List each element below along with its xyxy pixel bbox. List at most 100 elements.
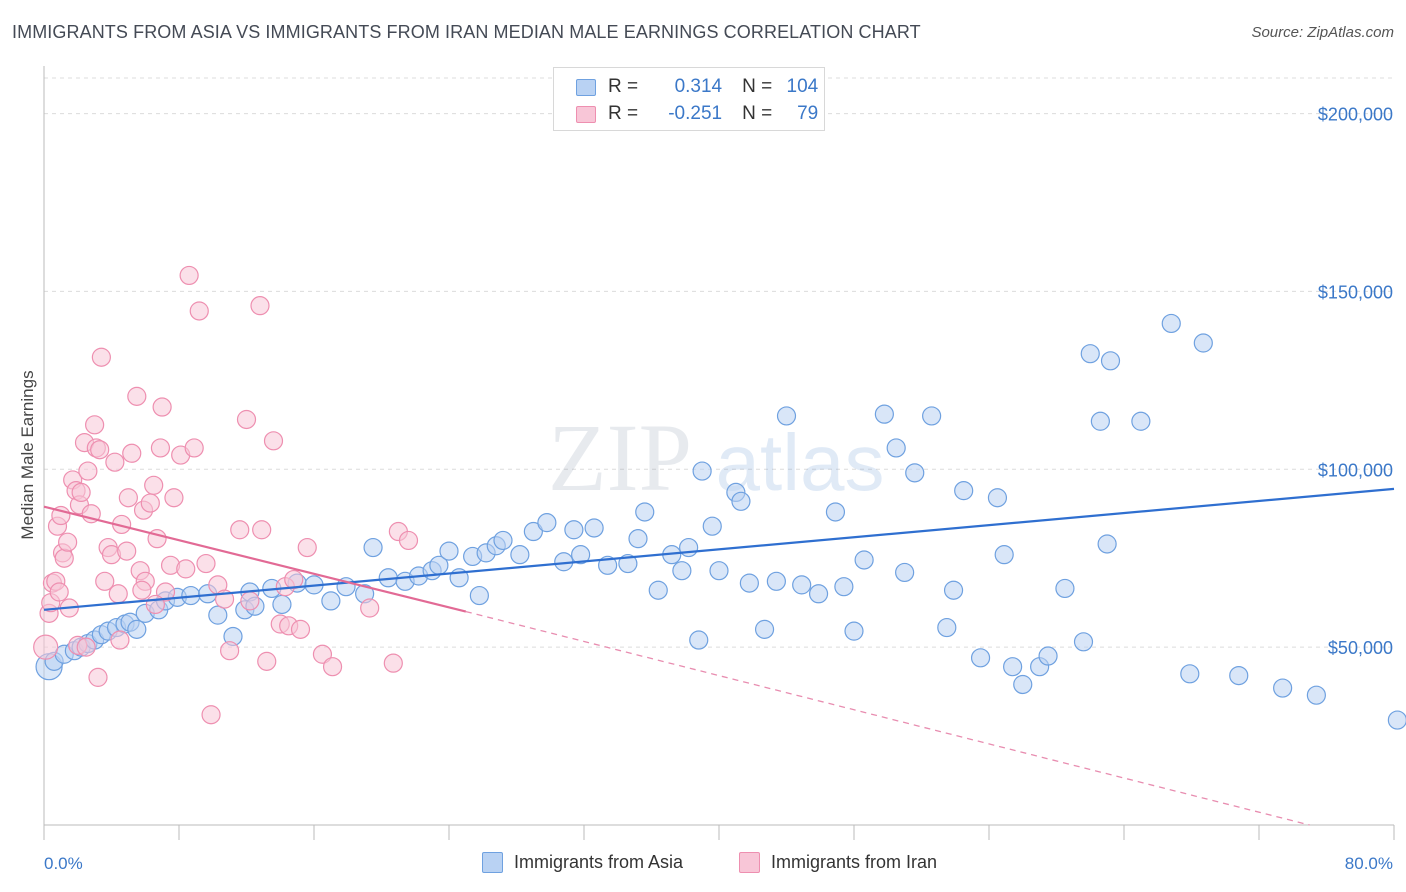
iran-point [220, 641, 240, 661]
stats-row-asia: R = 0.314 N = 104 [576, 73, 818, 101]
asia-point [523, 521, 543, 542]
asia-point [987, 488, 1008, 508]
asia-point [874, 404, 894, 424]
n-value: 104 [786, 76, 819, 97]
asia-point [943, 580, 964, 600]
chart-title: IMMIGRANTS FROM ASIA VS IMMIGRANTS FROM … [12, 22, 921, 42]
asia-point [272, 594, 292, 615]
asia-point [1055, 578, 1075, 599]
iran-point [184, 438, 204, 458]
r-label: R = [608, 76, 639, 97]
asia-point [510, 545, 530, 565]
iran-point [78, 461, 98, 481]
y-tick-label: $150,000 [1318, 282, 1393, 302]
asia-point [895, 562, 915, 583]
y-tick-label: $200,000 [1318, 105, 1393, 125]
asia-point [1131, 411, 1151, 431]
asia-point [825, 502, 846, 522]
iran-point [85, 415, 105, 435]
x-tick-label: 80.0% [1345, 854, 1393, 873]
asia-point [1306, 685, 1326, 705]
iran-point [383, 653, 403, 673]
iran-point [263, 431, 284, 451]
iran-legend-swatch [739, 852, 760, 873]
y-axis-label: Median Male Earnings [18, 370, 37, 539]
iran-point [252, 520, 272, 540]
asia-point [363, 537, 383, 558]
r-value: 0.314 [674, 76, 723, 97]
y-tick-label: $50,000 [1328, 638, 1393, 658]
iran-point [118, 488, 138, 508]
iran-point [127, 386, 147, 406]
stats-box: R = 0.314 N = 104 R = -0.251 N = 79 [553, 67, 825, 131]
asia-point [766, 571, 786, 591]
watermark: ZIP atlas [548, 404, 884, 511]
x-tick-label: 0.0% [44, 854, 83, 873]
iran-point [105, 452, 125, 472]
iran-point [236, 409, 257, 430]
iran-point [49, 582, 69, 602]
iran-point [360, 598, 380, 618]
iran-point [155, 582, 176, 602]
asia-point [922, 406, 942, 426]
trend-lines [43, 487, 1395, 826]
asia-point [792, 575, 812, 595]
asia-point [618, 553, 638, 574]
iran-point [164, 488, 184, 508]
asia-point [1100, 351, 1121, 371]
asia-point [1180, 664, 1200, 684]
asia-point [537, 513, 557, 533]
asia-point [739, 573, 759, 593]
iran-point [76, 637, 96, 657]
asia-point [994, 545, 1014, 565]
legend-item-asia[interactable]: Immigrants from Asia [482, 852, 683, 873]
iran-point [117, 541, 137, 561]
iran-swatch [576, 105, 596, 123]
iran-point [88, 667, 108, 687]
asia-point [1161, 313, 1181, 334]
iran-point [152, 397, 172, 417]
iran-point [201, 705, 221, 725]
asia-point [1073, 632, 1094, 652]
iran-point [179, 265, 199, 286]
iran-point [230, 520, 250, 540]
iran-point [95, 571, 115, 591]
asia-point [1038, 646, 1058, 666]
asia-point [886, 438, 906, 458]
asia-point [1387, 710, 1406, 730]
asia-point [1097, 534, 1117, 554]
legend-label-iran: Immigrants from Iran [771, 852, 938, 872]
n-label: N = [742, 76, 773, 97]
iran-point [144, 475, 164, 495]
asia-point [834, 577, 854, 597]
y-tick-label: $100,000 [1318, 460, 1393, 480]
n-value: 79 [797, 103, 819, 124]
iran-point [176, 559, 196, 579]
iran-point [284, 569, 304, 590]
asia-point [689, 630, 709, 650]
asia-trend-line [43, 487, 1395, 611]
iran-point [122, 443, 142, 463]
iran-point [297, 537, 317, 558]
asia-point [854, 550, 874, 570]
legend-item-iran[interactable]: Immigrants from Iran [739, 852, 937, 873]
iran-point [250, 296, 270, 316]
iran-point [71, 482, 91, 503]
iran-point [54, 548, 74, 568]
asia-point [672, 561, 692, 581]
y-tick-labels: $50,000 $100,000 $150,000 $200,000 [1318, 105, 1393, 659]
iran-point [290, 619, 311, 639]
asia-point [493, 530, 513, 551]
r-label: R = [608, 103, 639, 124]
iran-trend-line [43, 505, 467, 613]
asia-point [808, 584, 829, 604]
stats-row-iran: R = -0.251 N = 79 [576, 100, 818, 128]
n-label: N = [742, 103, 773, 124]
asia-point [635, 502, 655, 522]
x-tick-labels: 0.0% 80.0% [44, 854, 1393, 873]
iran-point [196, 553, 216, 574]
asia-point [692, 461, 712, 481]
asia-point [584, 518, 604, 538]
axes [43, 66, 1395, 840]
